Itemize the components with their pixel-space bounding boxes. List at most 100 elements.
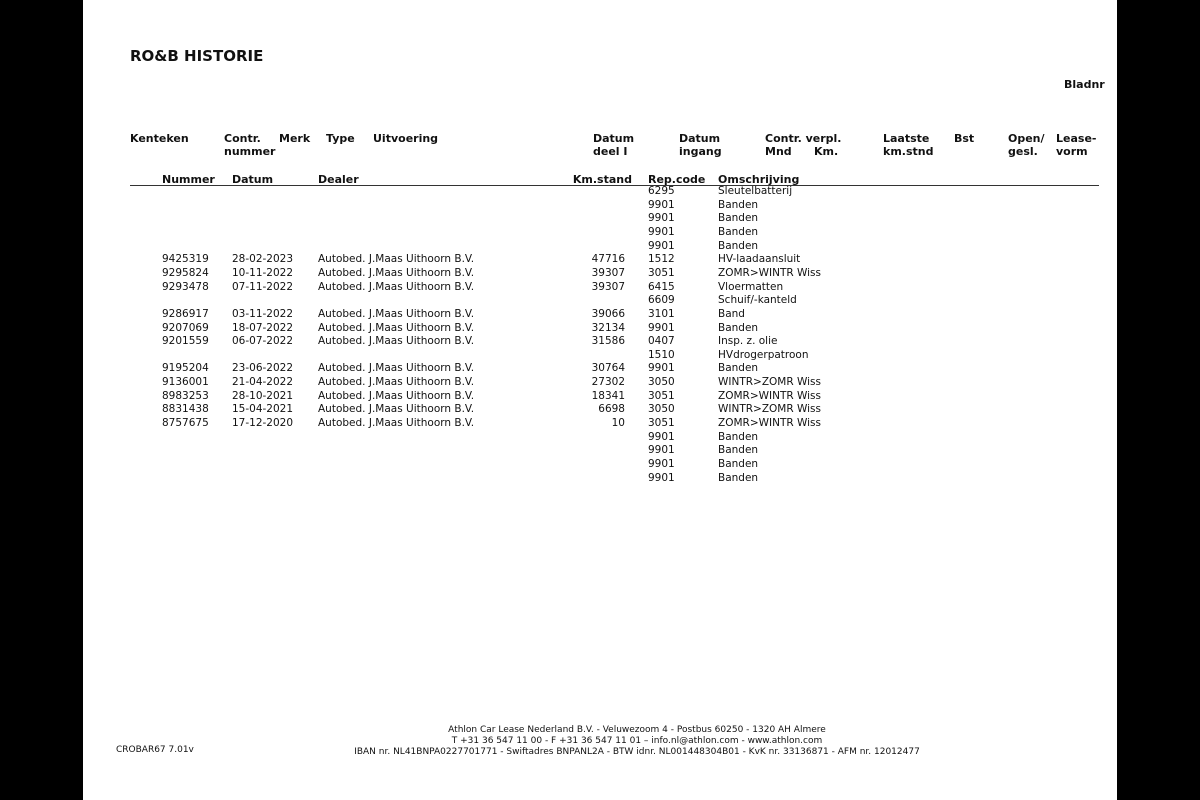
cell-datum: 18-07-2022 — [232, 321, 294, 334]
cell-rep-code: 9901 — [648, 430, 675, 443]
cell-dealer: Autobed. J.Maas Uithoorn B.V. — [318, 417, 475, 430]
label: vorm — [1056, 145, 1088, 158]
col-km: Km. — [814, 145, 839, 158]
cell-rep-code: 1510 — [648, 348, 675, 361]
cell-omschrijving: Banden — [718, 362, 759, 375]
cell-nummer: 8757675 — [162, 417, 209, 430]
label: Datum — [593, 132, 635, 145]
col-datum-deel: Datum deel I — [593, 132, 634, 158]
cell-km-stand: 32134 — [591, 321, 625, 334]
label: deel I — [593, 145, 628, 158]
label: ingang — [679, 145, 722, 158]
document-page: RO&B HISTORIE Bladnr Kenteken Contr. numm… — [83, 0, 1117, 800]
header-divider — [130, 185, 1099, 186]
cell-omschrijving: WINTR>ZOMR Wiss — [718, 376, 822, 389]
cell-rep-code: 9901 — [648, 458, 675, 470]
cell-rep-code: 9901 — [648, 321, 675, 334]
page-title: RO&B HISTORIE — [130, 47, 264, 65]
cell-km-stand: 39307 — [591, 266, 625, 279]
cell-omschrijving: ZOMR>WINTR Wiss — [718, 266, 822, 279]
cell-datum: 21-04-2022 — [232, 376, 294, 389]
cell-omschrijving: ZOMR>WINTR Wiss — [718, 417, 822, 430]
cell-omschrijving: Banden — [718, 321, 759, 334]
cell-rep-code: 3050 — [648, 403, 675, 416]
cell-km-stand: 18341 — [591, 389, 625, 402]
cell-omschrijving: Band — [718, 307, 745, 320]
cell-datum: 03-11-2022 — [232, 307, 294, 320]
col-contr-verpl: Contr. verpl. — [765, 132, 842, 145]
cell-nummer: 8831438 — [162, 403, 209, 416]
col-kenteken: Kenteken — [130, 132, 189, 145]
cell-dealer: Autobed. J.Maas Uithoorn B.V. — [318, 335, 475, 348]
cell-omschrijving: Sleutelbatterij — [718, 185, 793, 197]
cell-dealer: Autobed. J.Maas Uithoorn B.V. — [318, 307, 475, 320]
cell-nummer: 9195204 — [162, 362, 209, 375]
cell-rep-code: 9901 — [648, 471, 675, 484]
cell-km-stand: 10 — [611, 417, 625, 430]
cell-rep-code: 0407 — [648, 335, 675, 348]
label: km.stnd — [883, 145, 934, 158]
cell-datum: 06-07-2022 — [232, 335, 294, 348]
cell-rep-code: 3050 — [648, 376, 675, 389]
cell-datum: 28-02-2023 — [232, 253, 294, 266]
cell-dealer: Autobed. J.Maas Uithoorn B.V. — [318, 403, 475, 416]
col-type: Type — [326, 132, 355, 145]
col-nummer: Nummer — [162, 173, 215, 186]
cell-rep-code: 9901 — [648, 444, 675, 457]
cell-km-stand: 27302 — [591, 376, 625, 389]
label: Laatste — [883, 132, 930, 145]
col-omschrijving: Omschrijving — [718, 173, 800, 186]
label: nummer — [224, 145, 276, 158]
cell-nummer: 9425319 — [162, 253, 209, 266]
cell-dealer: Autobed. J.Maas Uithoorn B.V. — [318, 389, 475, 402]
footer-address: Athlon Car Lease Nederland B.V. - Veluwe… — [448, 725, 826, 735]
cell-rep-code: 3051 — [648, 266, 675, 279]
cell-omschrijving: Vloermatten — [718, 280, 784, 293]
cell-omschrijving: Banden — [718, 225, 759, 238]
cell-km-stand: 6698 — [598, 403, 625, 416]
col-rep-code: Rep.code — [648, 173, 706, 186]
cell-rep-code: 1512 — [648, 253, 675, 266]
cell-datum: 17-12-2020 — [232, 417, 294, 430]
cell-km-stand: 30764 — [591, 362, 625, 375]
footer-registration: IBAN nr. NL41BNPA0227701771 - Swiftadres… — [354, 747, 920, 757]
cell-km-stand: 31586 — [591, 335, 625, 348]
cell-rep-code: 9901 — [648, 239, 675, 252]
col-uitvoering: Uitvoering — [373, 132, 439, 145]
cell-omschrijving: Banden — [718, 430, 759, 443]
col-datum-ingang: Datum ingang — [679, 132, 722, 158]
cell-omschrijving: Insp. z. olie — [718, 335, 778, 348]
cell-omschrijving: Banden — [718, 212, 759, 225]
cell-omschrijving: Banden — [718, 198, 759, 211]
cell-rep-code: 6415 — [648, 280, 675, 293]
cell-omschrijving: Schuif/-kanteld — [718, 294, 797, 307]
cell-rep-code: 9901 — [648, 362, 675, 375]
cell-omschrijving: Banden — [718, 239, 759, 252]
cell-dealer: Autobed. J.Maas Uithoorn B.V. — [318, 321, 475, 334]
page-number-label: Bladnr — [1064, 78, 1105, 91]
cell-rep-code: 3051 — [648, 389, 675, 402]
label: gesl. — [1008, 145, 1038, 158]
label: Open/ — [1008, 132, 1045, 145]
form-code: CROBAR67 7.01v — [116, 745, 194, 755]
cell-omschrijving: ZOMR>WINTR Wiss — [718, 389, 822, 402]
cell-rep-code: 6295 — [648, 185, 675, 197]
cell-rep-code: 3101 — [648, 307, 675, 320]
cell-datum: 10-11-2022 — [232, 266, 294, 279]
cell-nummer: 9201559 — [162, 335, 209, 348]
label: Contr. — [224, 132, 261, 145]
cell-nummer: 9295824 — [162, 266, 209, 279]
cell-omschrijving: HVdrogerpatroon — [718, 348, 809, 361]
footer-contact: T +31 36 547 11 00 - F +31 36 547 11 01 … — [451, 736, 823, 746]
col-laatste: Laatste km.stnd — [883, 132, 933, 158]
cell-rep-code: 9901 — [648, 225, 675, 238]
cell-nummer: 9207069 — [162, 321, 209, 334]
col-contr-nummer: Contr. nummer — [224, 132, 275, 158]
col-km-stand: Km.stand — [572, 173, 632, 186]
cell-datum: 07-11-2022 — [232, 280, 294, 293]
cell-dealer: Autobed. J.Maas Uithoorn B.V. — [318, 266, 475, 279]
cell-datum: 23-06-2022 — [232, 362, 294, 375]
cell-rep-code: 9901 — [648, 212, 675, 225]
cell-omschrijving: Banden — [718, 458, 759, 470]
cell-omschrijving: Banden — [718, 471, 759, 484]
